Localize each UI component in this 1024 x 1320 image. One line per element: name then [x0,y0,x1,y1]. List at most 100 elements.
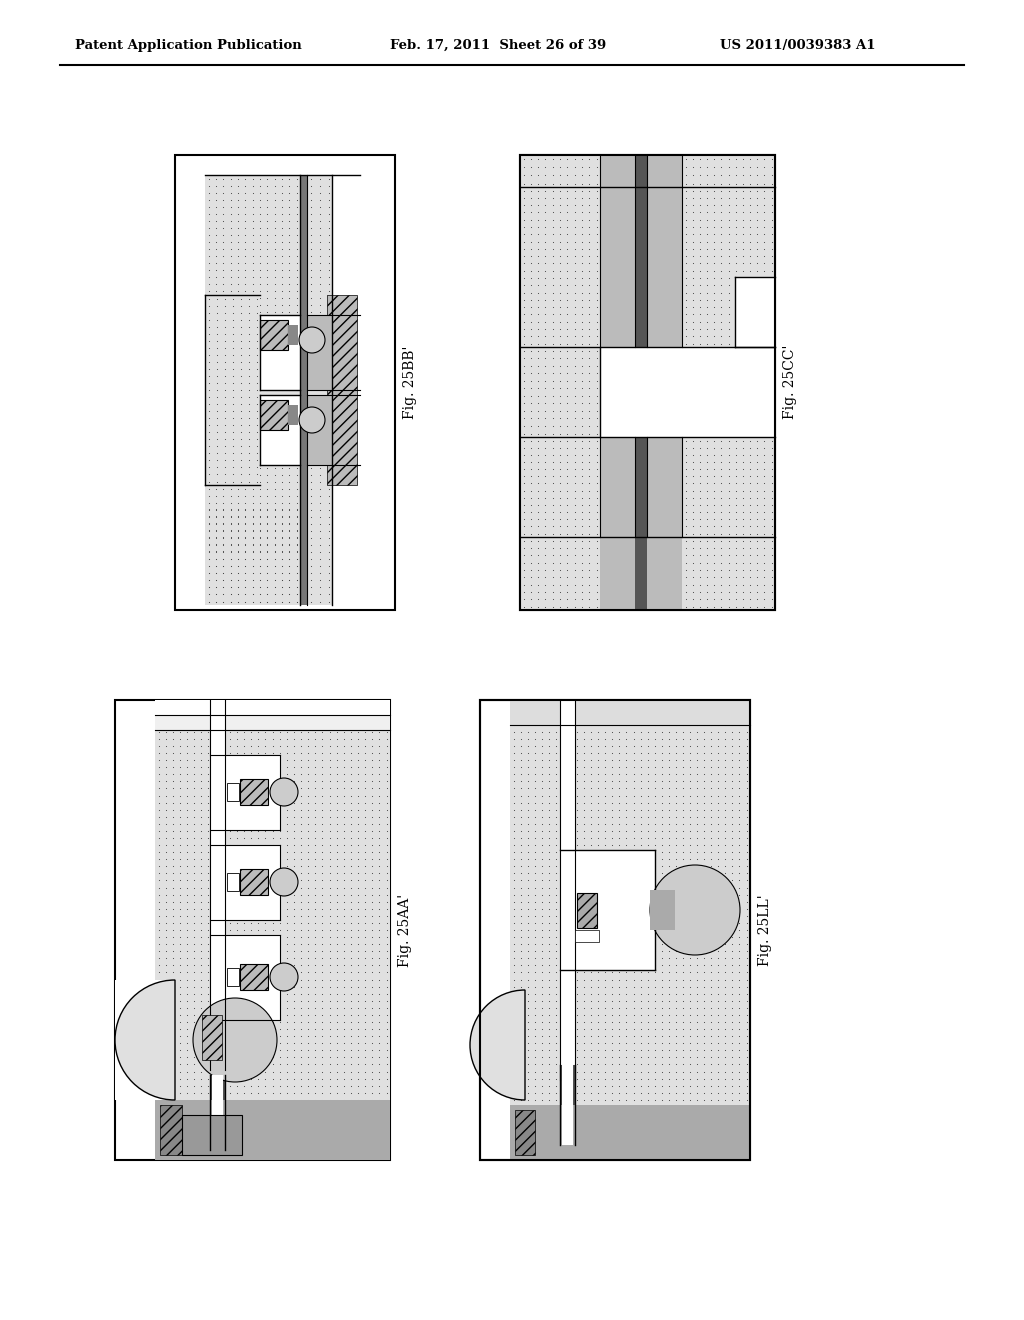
Point [589,275,605,296]
Point [505,693,521,714]
Point [552,165,568,186]
Point [250,1146,266,1167]
Point [311,393,328,414]
Point [538,537,554,558]
Point [583,735,599,756]
Point [214,1125,230,1146]
Point [236,954,252,975]
Point [214,771,230,792]
Point [264,1053,281,1074]
Point [512,990,528,1011]
Point [741,312,758,333]
Point [604,1005,621,1026]
Point [589,223,605,244]
Point [611,1019,628,1040]
Point [201,260,217,281]
Point [724,891,740,912]
Point [668,1026,684,1047]
Point [378,799,394,820]
Point [731,912,748,933]
Point [250,849,266,870]
Point [545,466,561,487]
Point [215,273,231,294]
Point [165,870,181,891]
Point [371,820,387,841]
Point [545,529,561,550]
Point [639,785,655,807]
Point [245,239,261,260]
Point [668,1104,684,1125]
Point [350,898,367,919]
Point [515,260,531,281]
Point [279,729,295,750]
Point [706,318,722,339]
Point [573,430,590,451]
Point [698,289,715,310]
Point [300,1104,316,1125]
Point [293,933,309,954]
Point [653,742,670,763]
Point [271,1068,288,1089]
Point [237,556,253,577]
Point [266,562,283,583]
Point [252,358,268,379]
Point [562,870,579,891]
Point [216,372,232,393]
Point [552,363,568,384]
Point [611,1097,628,1118]
Point [696,941,713,962]
Point [548,1061,564,1082]
Point [286,1131,302,1152]
Point [215,513,231,535]
Point [682,771,698,792]
Point [314,1089,331,1110]
Point [221,870,238,891]
Point [734,156,751,177]
Point [307,898,324,919]
Point [677,318,693,339]
Point [151,721,167,742]
Point [590,1047,606,1068]
Point [515,566,531,587]
Point [741,148,758,169]
Point [259,507,275,528]
Point [264,1076,281,1097]
Point [668,876,684,898]
Point [289,556,305,577]
Point [668,1040,684,1061]
Point [300,1118,316,1139]
Point [307,1068,324,1089]
Point [343,1125,359,1146]
Point [569,1076,586,1097]
Point [243,954,259,975]
Bar [210,700,225,1071]
Point [562,729,579,750]
Point [243,898,259,919]
Point [590,1011,606,1032]
Point [611,1032,628,1053]
Point [566,238,583,259]
Point [559,304,575,325]
Point [237,252,253,273]
Point [727,260,743,281]
Point [738,954,755,975]
Point [289,562,305,583]
Point [675,863,691,884]
Point [689,1076,706,1097]
Point [583,920,599,941]
Point [763,529,779,550]
Point [717,870,733,891]
Point [529,400,546,421]
Point [237,414,253,436]
Point [741,437,758,458]
Point [590,906,606,927]
Point [165,792,181,813]
Point [589,209,605,230]
Point [336,898,352,919]
Point [271,693,288,714]
Bar [575,931,599,942]
Point [512,721,528,742]
Point [604,1011,621,1032]
Point [281,239,297,260]
Point [208,372,224,393]
